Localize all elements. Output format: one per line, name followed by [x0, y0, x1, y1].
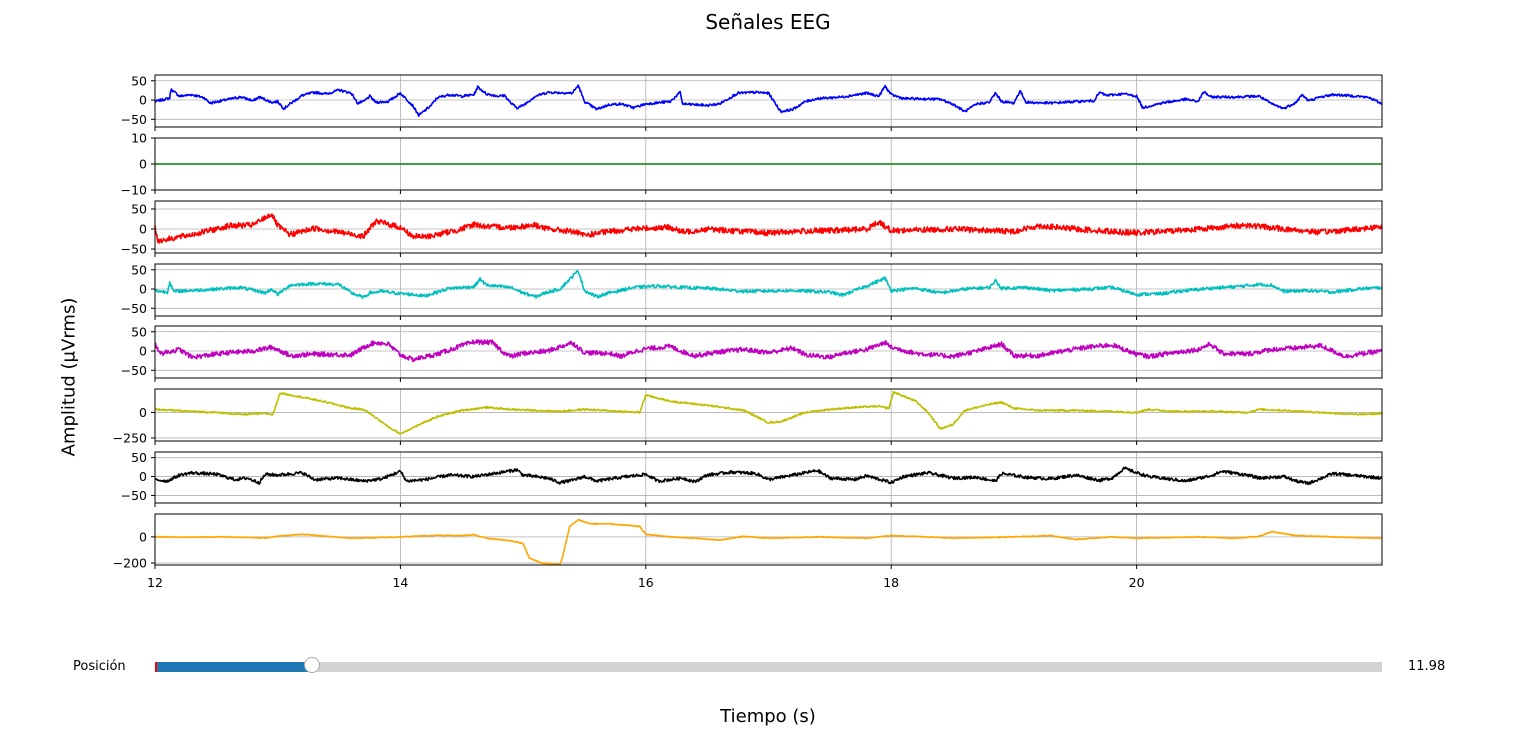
axes-frame [154, 325, 1383, 379]
y-tick-label: −50 [121, 488, 147, 503]
position-slider-initial-marker [155, 662, 157, 672]
axes-frame [154, 74, 1383, 128]
axes-frame [154, 200, 1383, 254]
signal-line-7 [154, 466, 1383, 486]
x-tick-label: 16 [638, 575, 654, 590]
signal-line-3 [154, 213, 1383, 244]
y-tick-label: 0 [139, 93, 147, 108]
axes-frame [154, 451, 1383, 504]
y-tick-label: −50 [121, 363, 147, 378]
axes-frame [154, 388, 1383, 442]
position-slider-track[interactable] [155, 662, 1382, 672]
y-tick-label: 0 [139, 344, 147, 359]
y-tick-label: 0 [139, 222, 147, 237]
x-tick-label: 14 [392, 575, 408, 590]
x-tick-label: 20 [1129, 575, 1145, 590]
y-tick-label: −50 [121, 242, 147, 257]
y-tick-label: 50 [131, 73, 147, 88]
x-tick-label: 18 [883, 575, 899, 590]
y-tick-label: −250 [113, 430, 147, 445]
x-axis-label: Tiempo (s) [720, 706, 816, 727]
y-tick-label: 0 [139, 282, 147, 297]
y-tick-label: 0 [139, 157, 147, 172]
y-tick-label: 0 [139, 469, 147, 484]
signal-line-6 [154, 390, 1383, 435]
y-tick-label: 10 [131, 131, 147, 146]
position-slider-fill [155, 662, 313, 672]
y-tick-label: −50 [121, 112, 147, 127]
chart-title: Señales EEG [705, 10, 831, 34]
x-tick-label: 12 [147, 575, 163, 590]
y-tick-label: 0 [139, 529, 147, 544]
y-tick-label: 50 [131, 450, 147, 465]
y-tick-label: −50 [121, 301, 147, 316]
slider-value: 11.98 [1408, 659, 1446, 674]
y-tick-label: −200 [113, 556, 147, 571]
signal-line-5 [154, 339, 1383, 363]
y-tick-label: 50 [131, 324, 147, 339]
signal-line-4 [154, 270, 1383, 300]
position-slider-handle[interactable] [304, 657, 321, 673]
signal-line-8 [154, 518, 1383, 566]
axes-frame [154, 263, 1383, 317]
signal-line-1 [154, 84, 1383, 117]
y-tick-label: 50 [131, 202, 147, 217]
y-tick-label: −10 [121, 183, 147, 198]
slider-label: Posición [73, 659, 126, 674]
y-tick-label: 0 [139, 405, 147, 420]
y-tick-label: 50 [131, 262, 147, 277]
axes-frame [154, 513, 1383, 566]
